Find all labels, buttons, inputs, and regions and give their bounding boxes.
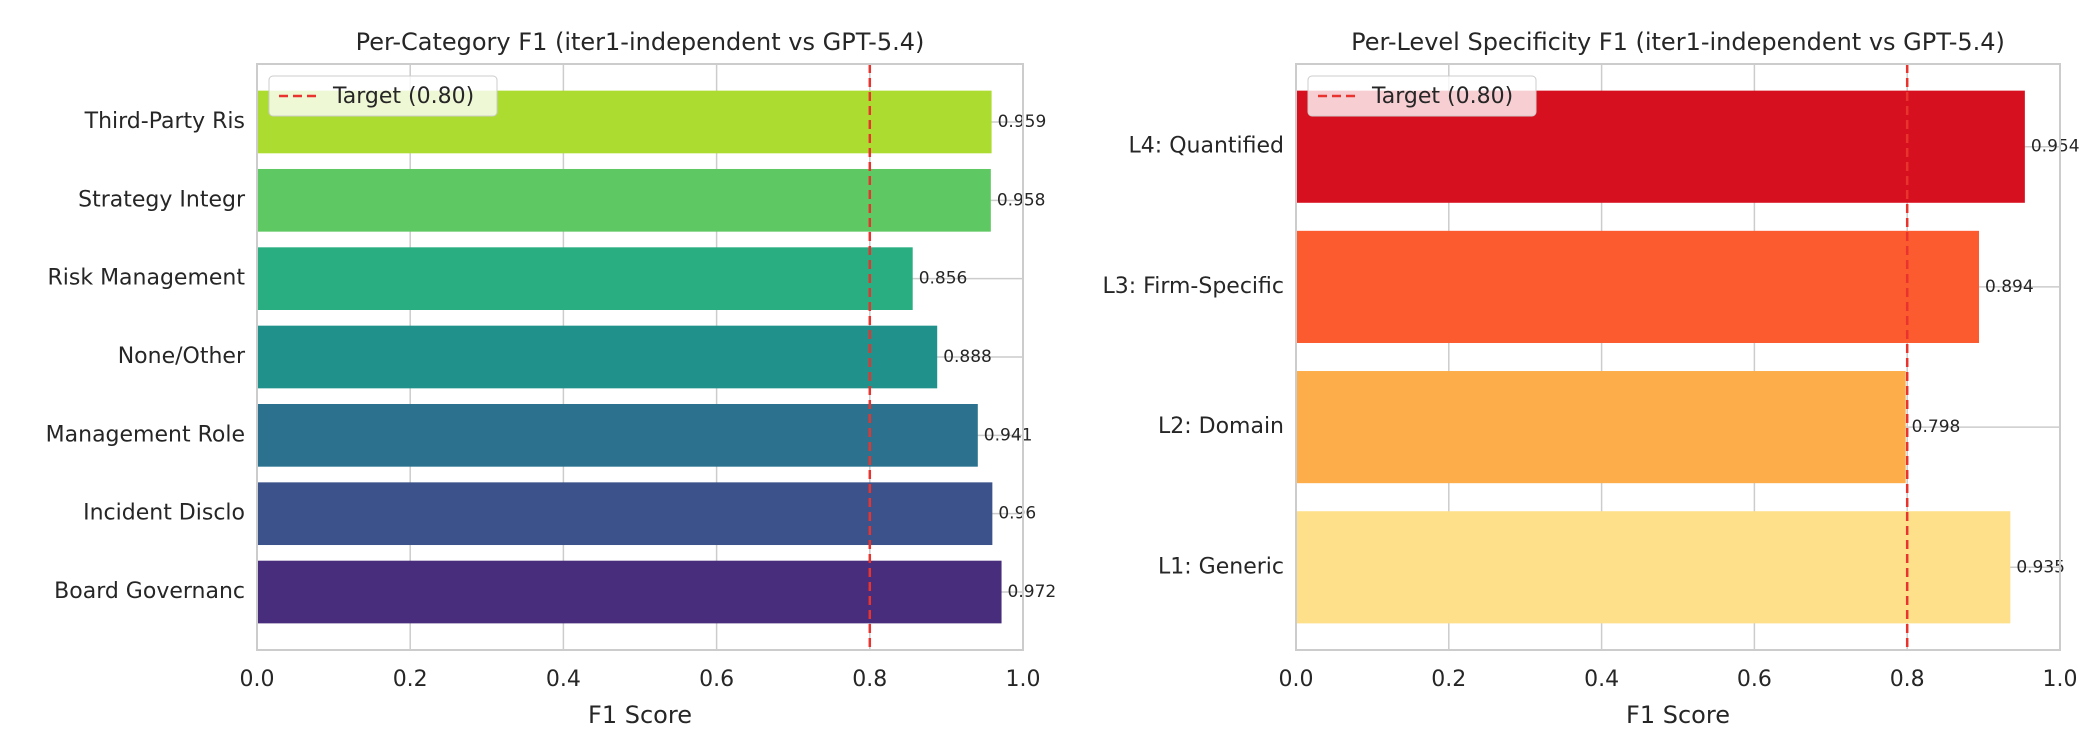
x-tick-label: 0.8 xyxy=(852,667,887,692)
value-label: 0.959 xyxy=(998,112,1047,132)
legend: Target (0.80) xyxy=(1307,75,1537,117)
legend-box xyxy=(268,75,498,117)
x-tick-label: 0.0 xyxy=(240,667,275,692)
y-tick-label: L3: Firm-Specific xyxy=(1103,274,1284,299)
x-tick-label: 1.0 xyxy=(2043,667,2078,692)
x-tick-label: 0.2 xyxy=(1431,667,1466,692)
value-label: 0.894 xyxy=(1985,277,2034,297)
y-tick-label: Management Role xyxy=(46,422,245,447)
y-tick-label: L2: Domain xyxy=(1158,414,1284,439)
value-label: 0.96 xyxy=(998,504,1036,524)
x-tick-label: 0.4 xyxy=(1584,667,1619,692)
value-label: 0.888 xyxy=(943,347,992,367)
x-tick-label: 0.6 xyxy=(1737,667,1772,692)
axes-frame xyxy=(1295,63,2061,651)
legend-label: Target (0.80) xyxy=(1371,84,1513,109)
legend: Target (0.80) xyxy=(268,75,498,117)
x-tick-label: 0.4 xyxy=(546,667,581,692)
y-tick-label: Incident Disclo xyxy=(83,501,245,526)
x-axis-label: F1 Score xyxy=(1626,701,1730,729)
legend-box xyxy=(1307,75,1537,117)
bar xyxy=(257,560,1002,624)
x-tick-label: 0.8 xyxy=(1890,667,1925,692)
y-tick-label: Third-Party Ris xyxy=(84,109,245,134)
x-tick-label: 0.0 xyxy=(1279,667,1314,692)
bar xyxy=(257,404,978,467)
bar xyxy=(257,168,991,232)
chart-panel: Per-Level Specificity F1 (iter1-independ… xyxy=(1103,28,2080,729)
bar xyxy=(1296,511,2011,624)
x-tick-label: 0.6 xyxy=(699,667,734,692)
bar xyxy=(1296,230,1980,343)
y-tick-label: Risk Management xyxy=(47,266,245,291)
bar xyxy=(257,325,938,389)
y-tick-label: L4: Quantified xyxy=(1129,134,1284,159)
x-tick-label: 1.0 xyxy=(1006,667,1041,692)
value-label: 0.935 xyxy=(2016,557,2065,577)
bar xyxy=(257,482,993,546)
value-label: 0.798 xyxy=(1912,417,1961,437)
chart-title: Per-Category F1 (iter1-independent vs GP… xyxy=(356,28,925,56)
y-tick-label: L1: Generic xyxy=(1158,554,1284,579)
y-tick-label: None/Other xyxy=(118,344,246,369)
value-label: 0.972 xyxy=(1008,582,1057,602)
chart-panel: Per-Category F1 (iter1-independent vs GP… xyxy=(46,28,1057,729)
bar xyxy=(257,247,913,310)
x-axis-label: F1 Score xyxy=(588,701,692,729)
x-tick-label: 0.2 xyxy=(393,667,428,692)
y-tick-label: Board Governanc xyxy=(54,579,245,604)
y-tick-label: Strategy Integr xyxy=(78,187,246,212)
value-label: 0.954 xyxy=(2031,137,2080,157)
bar xyxy=(1296,371,1906,484)
chart-title: Per-Level Specificity F1 (iter1-independ… xyxy=(1351,28,2005,56)
value-label: 0.941 xyxy=(984,425,1033,445)
legend-label: Target (0.80) xyxy=(332,84,474,109)
value-label: 0.958 xyxy=(997,190,1046,210)
value-label: 0.856 xyxy=(919,269,968,289)
axes-frame xyxy=(256,63,1024,651)
